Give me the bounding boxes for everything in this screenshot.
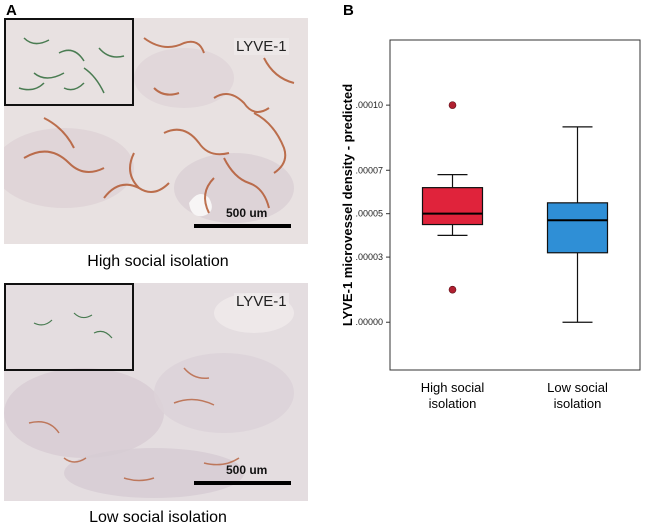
scale-bar xyxy=(194,224,291,228)
micrograph-high-isolation: LYVE-1 500 um xyxy=(4,18,308,244)
y-tick-label: .00007 xyxy=(355,165,383,175)
y-tick-label: .00000 xyxy=(355,317,383,327)
category-label: Low social xyxy=(547,380,608,395)
category-label: isolation xyxy=(554,396,602,411)
scale-bar-label: 500 um xyxy=(226,206,268,220)
caption-low-isolation: Low social isolation xyxy=(89,509,227,526)
box-iqr xyxy=(546,202,609,254)
scale-bar-label: 500 um xyxy=(226,463,268,477)
scale-bar xyxy=(194,481,291,485)
micrograph-high-tissue xyxy=(4,18,308,244)
plot-frame xyxy=(389,39,641,371)
panel-a-letter: A xyxy=(6,2,17,19)
caption-high-isolation: High social isolation xyxy=(87,253,229,270)
stain-label: LYVE-1 xyxy=(234,38,289,55)
inset-box xyxy=(4,283,134,371)
box-iqr xyxy=(421,187,484,226)
category-label: High social xyxy=(421,380,485,395)
inset-box xyxy=(4,18,134,106)
stain-label: LYVE-1 xyxy=(234,293,289,310)
micrograph-low-isolation: LYVE-1 500 um xyxy=(4,283,308,501)
y-tick-label: .00010 xyxy=(355,100,383,110)
category-label: isolation xyxy=(429,396,477,411)
y-tick-label: .00005 xyxy=(355,209,383,219)
outlier-point xyxy=(448,285,457,294)
panel-b-letter: B xyxy=(343,2,354,19)
y-tick-label: .00003 xyxy=(355,252,383,262)
y-axis-label: LYVE-1 microvessel density - predicted xyxy=(340,84,355,326)
outlier-point xyxy=(448,101,457,109)
